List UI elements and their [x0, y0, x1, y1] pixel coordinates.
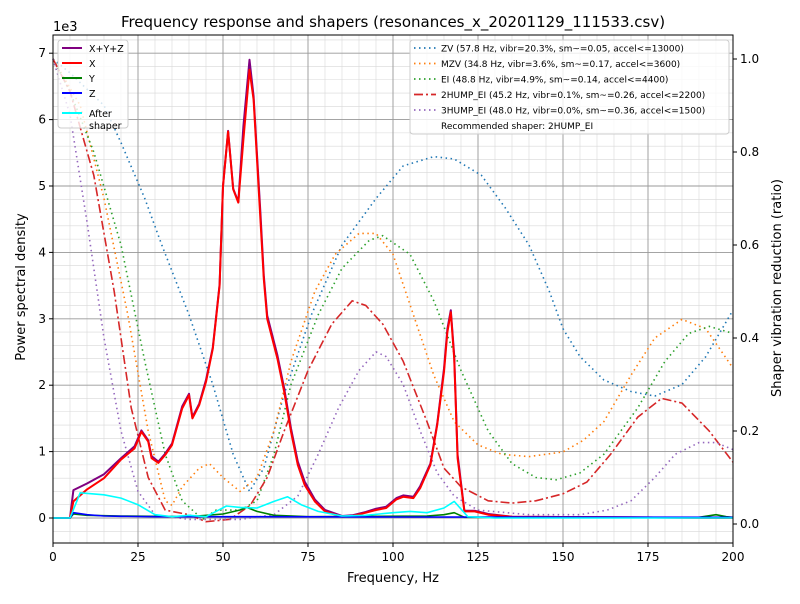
recommended-shaper-text: Recommended shaper: 2HUMP_EI — [441, 122, 593, 132]
y-tick-label: 4 — [38, 245, 46, 259]
y-right-tick-label: 0.2 — [740, 424, 759, 438]
legend-psd-label: X+Y+Z — [89, 44, 124, 55]
y-offset-label: 1e3 — [53, 20, 78, 35]
legend-psd-label-line: X — [89, 59, 96, 70]
shaper-line-0 — [52, 58, 734, 494]
psd-line-4 — [53, 492, 733, 519]
legend-shapers: ZV (57.8 Hz, vibr=20.3%, sm~=0.05, accel… — [409, 39, 730, 135]
y-tick-label: 5 — [38, 179, 46, 193]
y-axis-right-label: Shaper vibration reduction (ratio) — [770, 179, 785, 397]
legend-shaper-label: 2HUMP_EI (45.2 Hz, vibr=0.1%, sm~=0.26, … — [441, 91, 705, 101]
y-tick-label: 3 — [38, 312, 46, 326]
shaper-line-2 — [52, 58, 734, 521]
x-tick-label: 50 — [215, 550, 230, 564]
legend-psd-label-line: shaper — [89, 121, 122, 132]
legend-psd-label-line: X+Y+Z — [89, 44, 124, 55]
shaper-line-3 — [52, 58, 734, 523]
y-right-tick-label: 1.0 — [740, 52, 759, 66]
y-right-tick-label: 0.4 — [740, 331, 759, 345]
x-tick-label: 125 — [467, 550, 490, 564]
legend-psd: X+Y+Z XYZ After shaper — [57, 39, 129, 132]
x-tick-label: 100 — [382, 550, 405, 564]
legend-psd-label-line: Y — [88, 74, 95, 85]
y-right-tick-label: 0.0 — [740, 517, 759, 531]
legend-shaper-label: EI (48.8 Hz, vibr=4.9%, sm~=0.14, accel<… — [441, 76, 668, 86]
y-axis-label: Power spectral density — [14, 213, 29, 361]
x-tick-label: 150 — [552, 550, 575, 564]
legend-psd-label: Y — [88, 74, 95, 85]
y-tick-label: 6 — [38, 113, 46, 127]
legend-psd-label-line: Z — [89, 89, 96, 100]
y-right-tick-label: 0.8 — [740, 145, 759, 159]
y-tick-label: 2 — [38, 378, 46, 392]
legend-shapers-box — [409, 39, 730, 135]
x-tick-label: 175 — [637, 550, 660, 564]
legend-psd-label: X — [89, 59, 96, 70]
legend-shaper-label: ZV (57.8 Hz, vibr=20.3%, sm~=0.05, accel… — [441, 45, 684, 55]
legend-psd-label-line: After — [89, 109, 112, 120]
legend-psd-label: Z — [89, 89, 96, 100]
x-tick-label: 200 — [722, 550, 745, 564]
x-tick-label: 25 — [130, 550, 145, 564]
shaper-line-1 — [52, 58, 734, 507]
psd-line-1 — [53, 68, 734, 519]
x-tick-label: 0 — [49, 550, 57, 564]
legend-shaper-label: MZV (34.8 Hz, vibr=3.6%, sm~=0.17, accel… — [441, 60, 680, 70]
shaper-line-4 — [52, 58, 734, 521]
x-tick-label: 75 — [300, 550, 315, 564]
x-axis-label: Frequency, Hz — [347, 571, 439, 586]
y-right-tick-label: 0.6 — [740, 238, 759, 252]
y-tick-label: 0 — [38, 511, 46, 525]
legend-shaper-label: 3HUMP_EI (48.0 Hz, vibr=0.0%, sm~=0.36, … — [441, 107, 705, 117]
plot-area — [52, 58, 734, 523]
y-tick-label: 1 — [38, 445, 46, 459]
y-tick-label: 7 — [38, 46, 46, 60]
legend-psd-label: After shaper — [89, 109, 122, 132]
chart-title: Frequency response and shapers (resonanc… — [121, 13, 665, 32]
axes: 0 25 50 75 100 125 150 175 200 0 1 2 3 4 5 6 7 0.0 0.2 0.4 0… — [38, 34, 759, 564]
